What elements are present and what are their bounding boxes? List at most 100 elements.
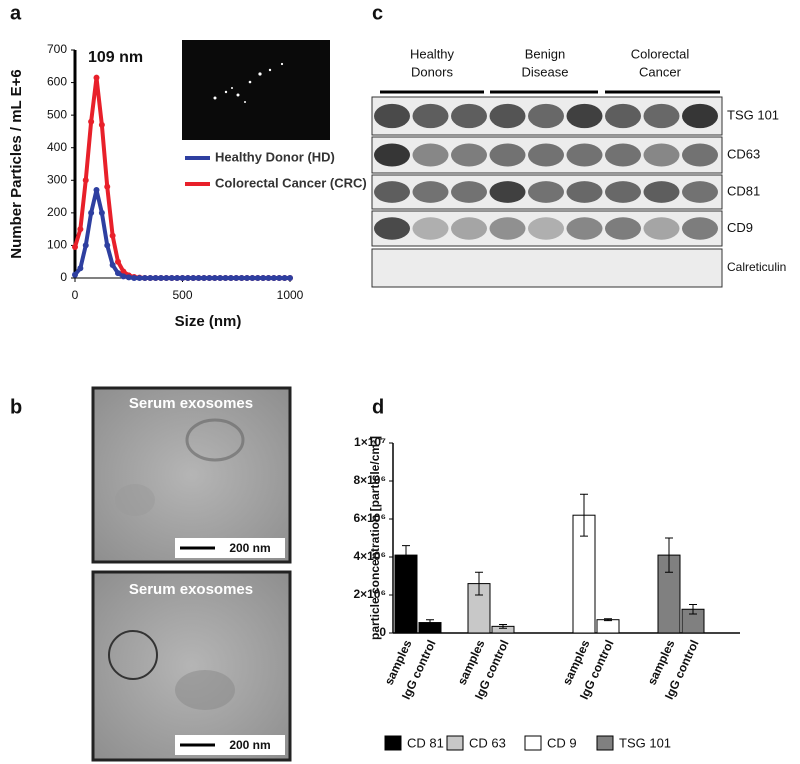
blot-band bbox=[682, 103, 718, 129]
data-point bbox=[82, 177, 89, 184]
error-bar bbox=[665, 537, 673, 573]
blot-band bbox=[643, 217, 680, 240]
legend-label: TSG 101 bbox=[619, 735, 671, 750]
error-bar bbox=[580, 493, 588, 537]
blot-band bbox=[451, 217, 487, 240]
error-bar bbox=[402, 545, 410, 566]
row-label: Calreticulin bbox=[727, 260, 786, 274]
scale-label: 200 nm bbox=[229, 541, 270, 555]
blot-band bbox=[489, 181, 526, 203]
blot-band bbox=[528, 181, 564, 203]
y-tick-label: 200 bbox=[47, 205, 67, 219]
x-tick-label: 1000 bbox=[277, 288, 304, 302]
data-point bbox=[72, 271, 78, 278]
y-tick-label: 600 bbox=[47, 75, 67, 89]
y-tick-label: 0 bbox=[60, 270, 67, 284]
group-label: Cancer bbox=[639, 64, 682, 79]
error-bar bbox=[689, 604, 697, 615]
data-point bbox=[98, 121, 105, 128]
data-point bbox=[109, 232, 116, 239]
tem-title: Serum exosomes bbox=[129, 581, 253, 598]
data-point bbox=[249, 275, 256, 281]
blot-band bbox=[528, 143, 564, 167]
data-point bbox=[281, 275, 288, 281]
data-point bbox=[131, 275, 138, 281]
data-point bbox=[152, 275, 159, 281]
data-point bbox=[211, 275, 218, 281]
legend-swatch bbox=[524, 735, 542, 751]
tem-title: Serum exosomes bbox=[129, 395, 253, 412]
legend-label: Healthy Donor (HD) bbox=[215, 149, 335, 164]
y-tick-label: 700 bbox=[47, 42, 67, 56]
data-point bbox=[287, 275, 293, 281]
data-point bbox=[206, 275, 213, 281]
y-tick-label: 300 bbox=[47, 172, 67, 186]
error-bar bbox=[604, 618, 612, 622]
legend-label: CD 81 bbox=[407, 735, 444, 750]
y-tick-label: 400 bbox=[47, 140, 67, 154]
data-point bbox=[163, 275, 170, 281]
data-point bbox=[276, 275, 283, 281]
nta-image bbox=[182, 40, 330, 140]
blot-band bbox=[566, 103, 603, 129]
group-label: Disease bbox=[522, 64, 569, 79]
y-tick-label: 1×10⁷ bbox=[354, 435, 386, 449]
blot-band bbox=[605, 143, 641, 167]
panel-label: a bbox=[10, 2, 22, 24]
blot-band bbox=[643, 181, 680, 203]
data-point bbox=[222, 275, 229, 281]
data-point bbox=[179, 275, 186, 281]
blot-row bbox=[371, 248, 723, 288]
data-point bbox=[201, 275, 207, 281]
legend-label: CD 9 bbox=[547, 735, 577, 750]
group-label: Donors bbox=[411, 64, 453, 79]
data-point bbox=[244, 275, 250, 281]
x-axis-label: Size (nm) bbox=[175, 313, 242, 330]
data-point bbox=[120, 273, 127, 280]
blot-band bbox=[489, 143, 526, 167]
blot-band bbox=[412, 143, 449, 167]
data-point bbox=[158, 275, 164, 281]
data-point bbox=[260, 275, 267, 281]
y-axis-label: particle concentration [particle/cm³] bbox=[368, 436, 382, 640]
blot-band bbox=[451, 181, 487, 203]
error-bar bbox=[499, 623, 507, 629]
group-label: Colorectal bbox=[631, 46, 690, 61]
data-point bbox=[88, 209, 95, 216]
data-point bbox=[77, 226, 84, 233]
tem-panel bbox=[91, 386, 292, 762]
blot-band bbox=[682, 181, 718, 203]
data-point bbox=[120, 268, 127, 275]
data-point bbox=[93, 74, 100, 81]
x-tick-label: 0 bbox=[72, 288, 79, 302]
error-bar bbox=[475, 571, 483, 596]
y-tick-label: 500 bbox=[47, 107, 67, 121]
blot-band bbox=[489, 103, 526, 129]
blot-band bbox=[374, 143, 410, 167]
data-point bbox=[72, 244, 78, 251]
y-axis-label: Number Particles / mL E+6 bbox=[8, 69, 25, 258]
row-label: CD81 bbox=[727, 183, 760, 198]
blot-band bbox=[566, 217, 603, 240]
data-point bbox=[88, 118, 95, 125]
data-point bbox=[136, 275, 143, 281]
data-point bbox=[141, 275, 148, 281]
data-point bbox=[238, 275, 245, 281]
blot-band bbox=[566, 143, 603, 167]
panel-label: d bbox=[372, 396, 384, 418]
blot-band bbox=[374, 103, 410, 129]
blot-band bbox=[605, 103, 641, 129]
blot-band bbox=[374, 217, 410, 240]
x-tick-label: 500 bbox=[172, 288, 192, 302]
blot-band bbox=[566, 181, 603, 203]
data-point bbox=[217, 275, 224, 281]
data-point bbox=[93, 187, 100, 194]
blot-band bbox=[605, 181, 641, 203]
data-point bbox=[115, 258, 121, 265]
row-label: CD9 bbox=[727, 220, 753, 235]
blot-band bbox=[682, 143, 718, 167]
data-point bbox=[77, 265, 84, 272]
data-point bbox=[270, 275, 277, 281]
legend-swatch bbox=[446, 735, 464, 751]
